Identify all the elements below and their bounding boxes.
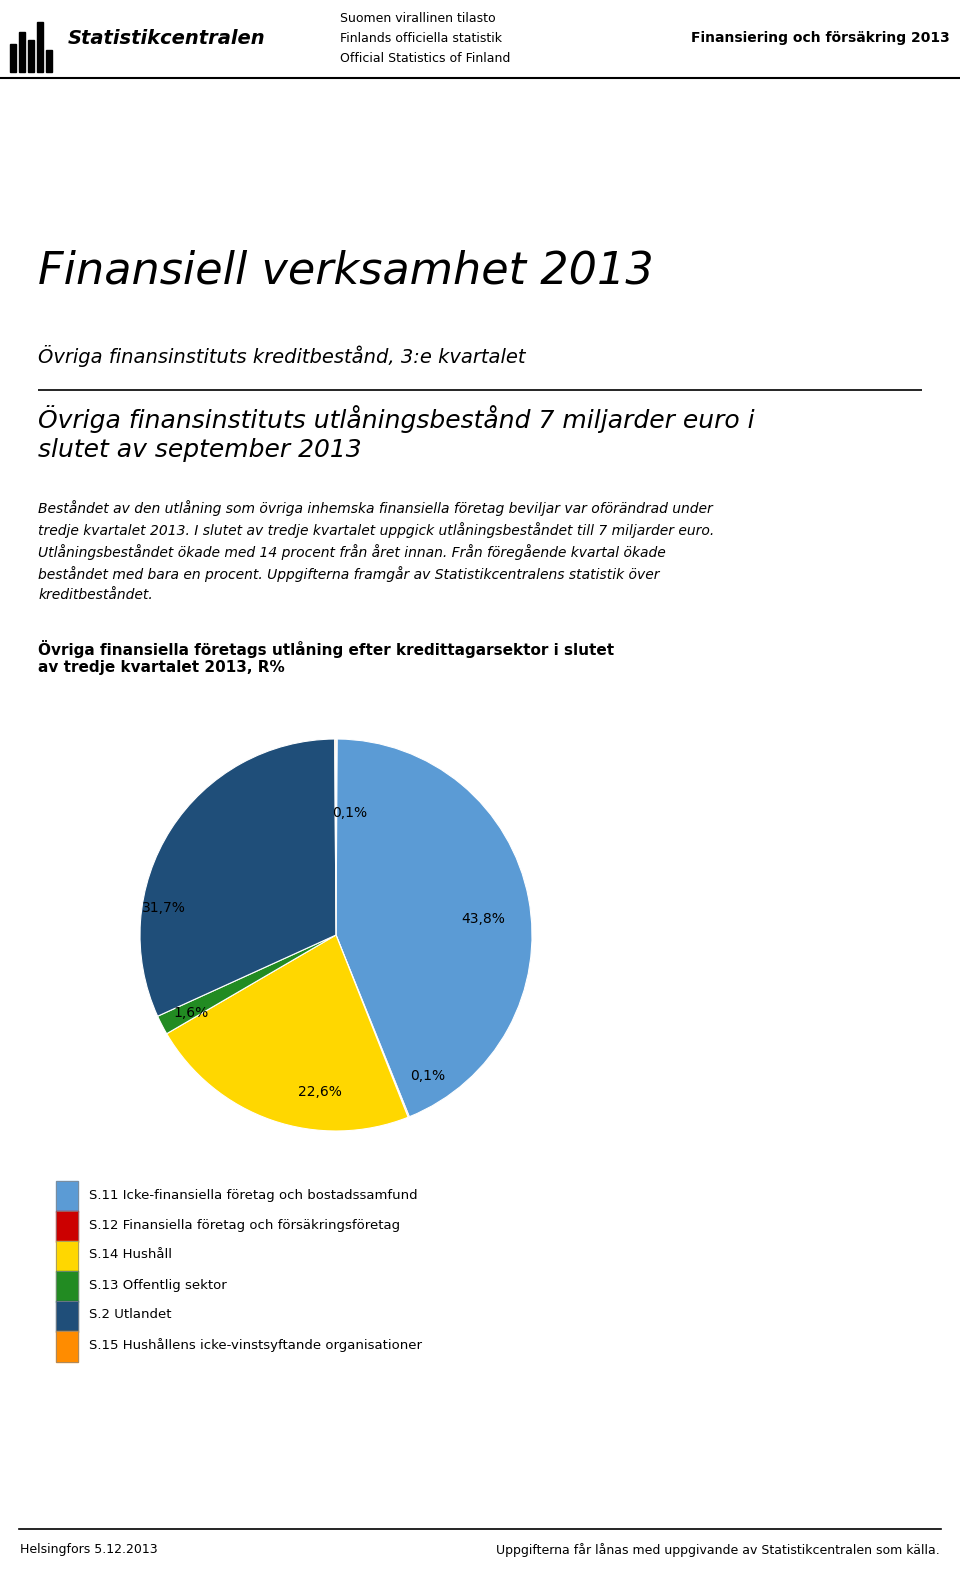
Text: S.2 Utlandet: S.2 Utlandet (88, 1309, 171, 1322)
Wedge shape (157, 935, 336, 1033)
Text: Finansiell verksamhet 2013: Finansiell verksamhet 2013 (38, 250, 654, 293)
Bar (56, 1181, 78, 1213)
Text: Statistikcentralen: Statistikcentralen (68, 29, 266, 48)
Text: Finansiering och försäkring 2013: Finansiering och försäkring 2013 (691, 32, 950, 44)
Text: 22,6%: 22,6% (299, 1084, 343, 1098)
Text: tredje kvartalet 2013. I slutet av tredje kvartalet uppgick utlåningsbeståndet t: tredje kvartalet 2013. I slutet av tredj… (38, 521, 714, 537)
Text: 1,6%: 1,6% (174, 1006, 208, 1021)
Text: 0,1%: 0,1% (411, 1070, 445, 1083)
Bar (56, 1331, 78, 1363)
Text: Uppgifterna får lånas med uppgivande av Statistikcentralen som källa.: Uppgifterna får lånas med uppgivande av … (496, 1544, 940, 1556)
Text: S.15 Hushållens icke-vinstsyftande organisationer: S.15 Hushållens icke-vinstsyftande organ… (88, 1338, 421, 1352)
Text: Official Statistics of Finland: Official Statistics of Finland (340, 51, 511, 65)
Text: 31,7%: 31,7% (141, 900, 185, 915)
Wedge shape (140, 739, 336, 1016)
Text: S.12 Finansiella företag och försäkringsföretag: S.12 Finansiella företag och försäkrings… (88, 1219, 400, 1232)
Bar (19, 32, 25, 71)
Wedge shape (336, 739, 532, 1117)
Text: kreditbeståndet.: kreditbeståndet. (38, 588, 154, 602)
Text: 0,1%: 0,1% (332, 807, 368, 821)
Text: S.13 Offentlig sektor: S.13 Offentlig sektor (88, 1279, 227, 1292)
Bar (56, 1271, 78, 1303)
Text: S.14 Hushåll: S.14 Hushåll (88, 1249, 172, 1262)
Wedge shape (335, 739, 336, 935)
Bar (56, 1331, 78, 1363)
Text: slutet av september 2013: slutet av september 2013 (38, 437, 362, 461)
Text: Övriga finansiella företags utlåning efter kredittagarsektor i slutet: Övriga finansiella företags utlåning eft… (38, 640, 614, 658)
Text: S.11 Icke-finansiella företag och bostadssamfund: S.11 Icke-finansiella företag och bostad… (88, 1189, 418, 1201)
Text: Övriga finansinstituts kreditbestånd, 3:e kvartalet: Övriga finansinstituts kreditbestånd, 3:… (38, 346, 526, 368)
Text: Utlåningsbeståndet ökade med 14 procent från året innan. Från föregående kvartal: Utlåningsbeståndet ökade med 14 procent … (38, 544, 666, 560)
Text: av tredje kvartalet 2013, R%: av tredje kvartalet 2013, R% (38, 659, 285, 675)
Bar (56, 1181, 78, 1213)
Wedge shape (167, 935, 408, 1132)
Bar (56, 1301, 78, 1333)
Text: Beståndet av den utlåning som övriga inhemska finansiella företag beviljar var o: Beståndet av den utlåning som övriga inh… (38, 499, 713, 517)
Text: 43,8%: 43,8% (461, 913, 505, 926)
Bar (56, 1211, 78, 1243)
Bar (37, 22, 43, 71)
Bar (28, 40, 34, 71)
Bar (56, 1211, 78, 1243)
Wedge shape (336, 935, 409, 1117)
Text: Helsingfors 5.12.2013: Helsingfors 5.12.2013 (20, 1544, 157, 1556)
Bar (56, 1241, 78, 1273)
Text: beståndet med bara en procent. Uppgifterna framgår av Statistikcentralens statis: beståndet med bara en procent. Uppgifter… (38, 566, 660, 582)
Bar (10, 44, 16, 71)
Text: Suomen virallinen tilasto: Suomen virallinen tilasto (340, 11, 495, 24)
Text: Övriga finansinstituts utlåningsbestånd 7 miljarder euro i: Övriga finansinstituts utlåningsbestånd … (38, 406, 755, 433)
Bar (56, 1271, 78, 1303)
Bar (56, 1301, 78, 1333)
Wedge shape (336, 739, 337, 935)
Text: Finlands officiella statistik: Finlands officiella statistik (340, 32, 502, 44)
Bar (46, 51, 52, 71)
Bar (56, 1241, 78, 1273)
